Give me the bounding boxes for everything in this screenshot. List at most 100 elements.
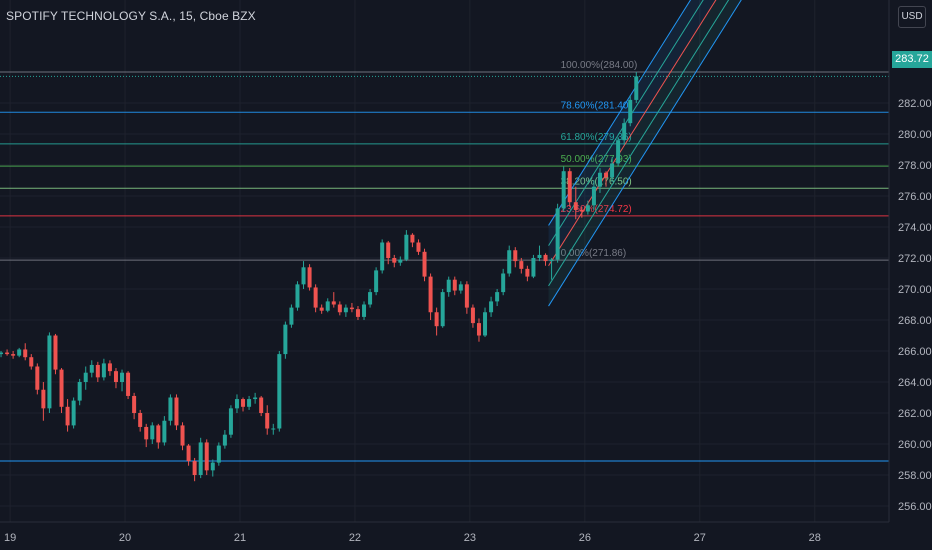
candle-body bbox=[404, 234, 409, 260]
candle-body bbox=[476, 323, 481, 336]
candle-body bbox=[168, 397, 173, 421]
candle-body bbox=[501, 273, 506, 293]
candle-body bbox=[283, 324, 288, 355]
candle-body bbox=[380, 242, 385, 271]
candle-body bbox=[186, 445, 191, 462]
candle-body bbox=[11, 354, 16, 356]
candle-body bbox=[89, 364, 94, 373]
fib-level-label: 78.60%(281.40) bbox=[561, 100, 632, 111]
candle-body bbox=[610, 163, 615, 178]
candle-body bbox=[216, 445, 221, 463]
candle-body bbox=[446, 279, 451, 293]
candle-body bbox=[410, 234, 415, 243]
time-tick-label: 20 bbox=[119, 532, 131, 544]
candle-body bbox=[156, 425, 161, 443]
candle-body bbox=[543, 254, 548, 262]
fib-level-label: 50.00%(277.93) bbox=[561, 154, 632, 165]
candle-body bbox=[634, 76, 639, 100]
candle-body bbox=[585, 205, 590, 212]
fib-level-label: 0.00%(271.86) bbox=[561, 248, 627, 259]
candle-body bbox=[337, 304, 342, 313]
candle-body bbox=[204, 442, 209, 471]
candle-body bbox=[59, 369, 64, 407]
candle-body bbox=[210, 462, 215, 471]
price-axis[interactable]: 256.00 258.00 260.00 262.00 264.00 266.00 268.… bbox=[898, 98, 932, 513]
candle-body bbox=[331, 301, 336, 305]
candle-body bbox=[180, 425, 185, 446]
price-tick-label: 274.00 bbox=[898, 222, 932, 234]
channel-line bbox=[548, 0, 704, 246]
candle-body bbox=[0, 352, 4, 355]
candle-body bbox=[144, 426, 149, 440]
fib-level-label: 100.00%(284.00) bbox=[561, 60, 638, 71]
candle-body bbox=[579, 209, 584, 212]
candle-body bbox=[434, 312, 439, 327]
candle-body bbox=[113, 371, 118, 382]
channel-line bbox=[548, 0, 692, 226]
candle-body bbox=[228, 408, 233, 435]
candle-body bbox=[29, 357, 34, 367]
candle-body bbox=[77, 382, 82, 401]
candle-body bbox=[616, 140, 621, 164]
candle-body bbox=[174, 397, 179, 426]
candle-body bbox=[23, 349, 28, 358]
candle-body bbox=[222, 434, 227, 446]
candle-body bbox=[368, 292, 373, 305]
candle-body bbox=[35, 366, 40, 390]
price-tick-label: 278.00 bbox=[898, 160, 932, 172]
price-tick-label: 258.00 bbox=[898, 470, 932, 482]
fib-level-label: 61.80%(279.36) bbox=[561, 132, 632, 143]
candle-body bbox=[307, 267, 312, 288]
candle-body bbox=[47, 335, 52, 409]
candle-body bbox=[301, 267, 306, 285]
candle-body bbox=[41, 389, 46, 409]
price-tick-label: 270.00 bbox=[898, 284, 932, 296]
candle-body bbox=[271, 428, 276, 430]
candle-body bbox=[513, 250, 518, 262]
time-axis[interactable]: 19 20 21 22 23 26 27 28 bbox=[4, 532, 821, 544]
candle-body bbox=[247, 399, 252, 407]
candle-body bbox=[597, 172, 602, 187]
candle-body bbox=[452, 279, 457, 291]
price-tick-label: 280.00 bbox=[898, 129, 932, 141]
candle-body bbox=[374, 270, 379, 293]
candle-body bbox=[591, 186, 596, 206]
price-tick-label: 276.00 bbox=[898, 191, 932, 203]
candle-body bbox=[525, 268, 530, 277]
candle-body bbox=[192, 461, 197, 475]
time-tick-label: 21 bbox=[234, 532, 246, 544]
candle-body bbox=[398, 259, 403, 263]
currency-badge[interactable]: USD bbox=[898, 6, 926, 28]
candle-body bbox=[319, 307, 324, 311]
candle-body bbox=[422, 251, 427, 277]
symbol-title: SPOTIFY TECHNOLOGY S.A., 15, Cboe BZX bbox=[6, 9, 256, 23]
candle-body bbox=[537, 254, 542, 258]
time-tick-label: 19 bbox=[4, 532, 16, 544]
candle-body bbox=[253, 397, 258, 400]
candle-body bbox=[561, 171, 566, 209]
candle-body bbox=[386, 242, 391, 258]
price-tick-label: 264.00 bbox=[898, 377, 932, 389]
time-tick-label: 22 bbox=[349, 532, 361, 544]
candle-body bbox=[362, 304, 367, 317]
candle-body bbox=[507, 250, 512, 274]
candlestick-series bbox=[0, 72, 639, 482]
candle-body bbox=[162, 420, 167, 443]
candle-body bbox=[126, 372, 131, 396]
candle-body bbox=[65, 406, 70, 426]
candle-body bbox=[83, 372, 88, 382]
candle-body bbox=[241, 399, 246, 407]
candle-body bbox=[495, 292, 500, 302]
price-tick-label: 268.00 bbox=[898, 315, 932, 327]
candle-body bbox=[259, 397, 264, 413]
candle-body bbox=[313, 287, 318, 308]
fib-retracement[interactable]: 100.00%(284.00) 78.60%(281.40) 61.80%(279.… bbox=[0, 60, 889, 261]
candle-body bbox=[458, 284, 463, 291]
candle-body bbox=[531, 258, 536, 277]
candle-body bbox=[95, 364, 100, 378]
time-tick-label: 26 bbox=[579, 532, 591, 544]
candle-body bbox=[489, 301, 494, 313]
candle-body bbox=[101, 363, 106, 378]
last-price-tag: 283.72 bbox=[892, 51, 932, 68]
